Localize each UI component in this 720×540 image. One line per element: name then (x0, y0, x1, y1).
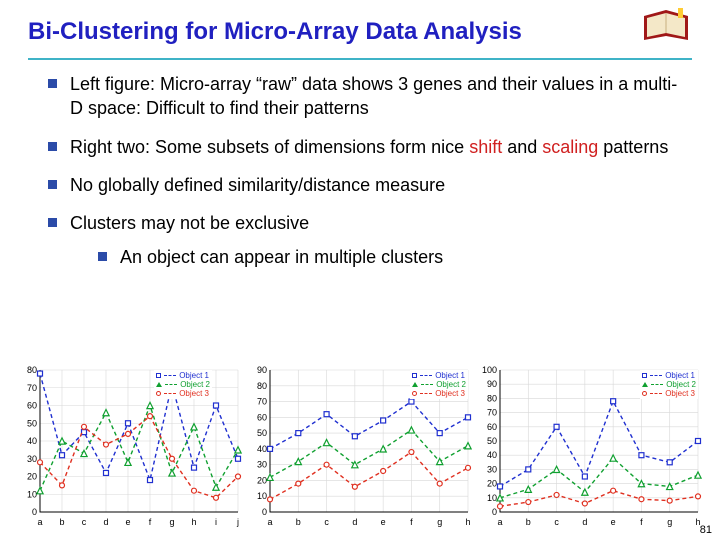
svg-text:c: c (554, 517, 559, 527)
svg-text:0: 0 (262, 507, 267, 517)
svg-text:c: c (82, 517, 87, 527)
svg-text:70: 70 (27, 383, 37, 393)
bullet-4: Clusters may not be exclusive An object … (48, 211, 680, 270)
svg-text:i: i (215, 517, 217, 527)
svg-text:90: 90 (257, 366, 267, 375)
chart-left: 01020304050607080abcdefghijObject 1Objec… (18, 366, 242, 528)
svg-text:90: 90 (487, 379, 497, 389)
svg-text:d: d (103, 517, 108, 527)
svg-text:100: 100 (482, 366, 497, 375)
slide-title: Bi-Clustering for Micro-Array Data Analy… (0, 0, 720, 52)
svg-text:60: 60 (487, 422, 497, 432)
bullet-2-shift: shift (469, 137, 502, 157)
svg-text:20: 20 (257, 475, 267, 485)
svg-text:g: g (667, 517, 672, 527)
svg-text:a: a (267, 517, 272, 527)
svg-text:30: 30 (27, 454, 37, 464)
svg-text:20: 20 (487, 479, 497, 489)
svg-text:80: 80 (27, 366, 37, 375)
svg-text:c: c (324, 517, 329, 527)
svg-text:10: 10 (257, 491, 267, 501)
svg-text:0: 0 (492, 507, 497, 517)
svg-text:40: 40 (257, 444, 267, 454)
svg-text:40: 40 (27, 436, 37, 446)
bullet-2-text-c: patterns (598, 137, 668, 157)
chart-mid: 0102030405060708090abcdefghObject 1Objec… (248, 366, 472, 528)
book-icon (640, 6, 696, 46)
svg-text:30: 30 (257, 460, 267, 470)
svg-text:e: e (125, 517, 130, 527)
svg-text:d: d (352, 517, 357, 527)
svg-text:80: 80 (487, 393, 497, 403)
bullet-1: Left figure: Micro-array “raw” data show… (48, 72, 680, 121)
svg-text:40: 40 (487, 450, 497, 460)
svg-text:70: 70 (257, 397, 267, 407)
charts-row: 01020304050607080abcdefghijObject 1Objec… (18, 366, 702, 528)
svg-text:b: b (526, 517, 531, 527)
svg-text:30: 30 (487, 464, 497, 474)
bullet-2-scaling: scaling (542, 137, 598, 157)
svg-text:70: 70 (487, 408, 497, 418)
svg-text:b: b (59, 517, 64, 527)
bullet-2-text-a: Right two: Some subsets of dimensions fo… (70, 137, 469, 157)
svg-text:50: 50 (257, 428, 267, 438)
svg-text:b: b (296, 517, 301, 527)
svg-text:60: 60 (27, 401, 37, 411)
svg-text:f: f (149, 517, 152, 527)
svg-text:a: a (37, 517, 42, 527)
svg-text:j: j (236, 517, 239, 527)
svg-text:h: h (191, 517, 196, 527)
svg-text:h: h (465, 517, 470, 527)
svg-text:f: f (640, 517, 643, 527)
page-number: 81 (700, 524, 712, 536)
svg-text:80: 80 (257, 381, 267, 391)
svg-text:20: 20 (27, 472, 37, 482)
bullet-2-text-b: and (502, 137, 542, 157)
svg-text:d: d (582, 517, 587, 527)
svg-text:10: 10 (487, 493, 497, 503)
svg-text:10: 10 (27, 489, 37, 499)
svg-text:e: e (381, 517, 386, 527)
chart-right: 0102030405060708090100abcdefghObject 1Ob… (478, 366, 702, 528)
svg-text:60: 60 (257, 412, 267, 422)
svg-text:f: f (410, 517, 413, 527)
svg-text:e: e (611, 517, 616, 527)
svg-text:g: g (169, 517, 174, 527)
svg-text:50: 50 (487, 436, 497, 446)
slide-body: Left figure: Micro-array “raw” data show… (0, 60, 720, 270)
svg-text:a: a (497, 517, 502, 527)
svg-text:g: g (437, 517, 442, 527)
bullet-3: No globally defined similarity/distance … (48, 173, 680, 197)
bullet-4-text: Clusters may not be exclusive (70, 213, 309, 233)
bullet-4-sub: An object can appear in multiple cluster… (98, 245, 680, 269)
svg-text:50: 50 (27, 418, 37, 428)
bullet-2: Right two: Some subsets of dimensions fo… (48, 135, 680, 159)
svg-text:0: 0 (32, 507, 37, 517)
